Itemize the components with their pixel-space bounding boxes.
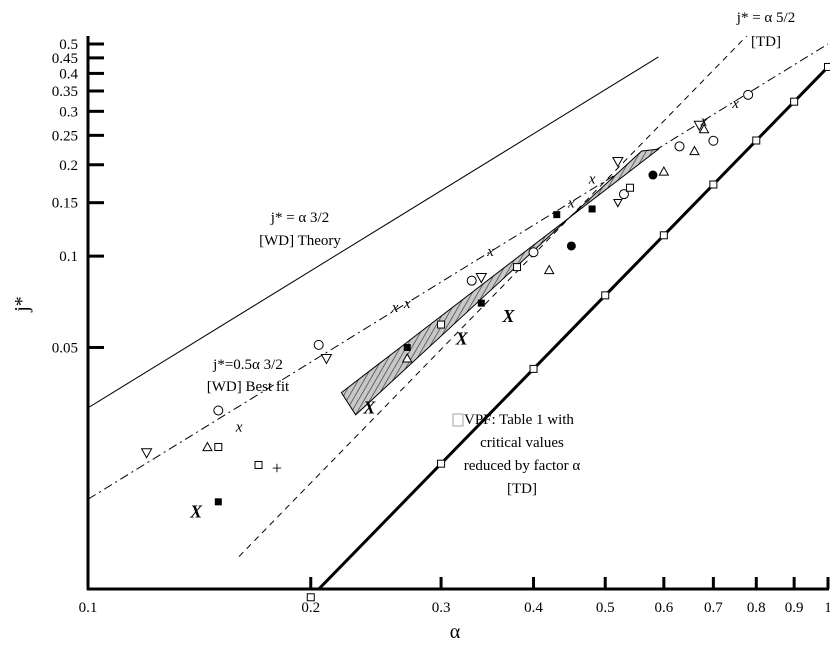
triangle-down-small-point xyxy=(612,198,623,208)
annotation-td-line1: j* = α 5/2 xyxy=(736,10,795,26)
y-tick-label: 0.1 xyxy=(59,249,78,265)
triangle-up-point xyxy=(543,264,555,275)
vpf-line-marker xyxy=(659,231,668,240)
y-axis-label: j* xyxy=(11,296,33,313)
x-tick-label: 0.9 xyxy=(785,600,804,616)
x-small-point: x xyxy=(403,296,411,312)
triangle-up-point xyxy=(401,352,413,363)
triangle-down-point xyxy=(320,353,333,365)
annotation-vpf-line4: [TD] xyxy=(507,481,537,497)
vpf-line-marker xyxy=(437,459,446,468)
y-tick-label: 0.35 xyxy=(52,84,78,100)
x-tick-label: 0.8 xyxy=(747,600,766,616)
annotation-bestfit: j*=0.5α 3/2 [WD] Best fit xyxy=(207,357,290,395)
square-open-point xyxy=(437,320,446,329)
annotation-theory: j* = α 3/2 [WD] Theory xyxy=(259,210,341,249)
x-small-point: x xyxy=(235,419,243,435)
square-filled-point xyxy=(214,498,222,506)
circle-filled-point xyxy=(648,170,658,180)
triangle-down-point xyxy=(140,448,153,459)
triangle-down-point xyxy=(693,120,706,132)
x-small-point: x xyxy=(567,196,575,212)
triangle-down-point xyxy=(611,157,624,168)
circle-open-point xyxy=(708,135,719,146)
circle-open-point xyxy=(674,141,685,152)
annotation-vpf: VPF: Table 1 with critical values reduce… xyxy=(452,412,581,497)
vpf-line-marker xyxy=(824,62,830,71)
vpf-line-marker xyxy=(752,136,761,145)
x-large-point: X xyxy=(455,328,469,348)
vpf-line-marker xyxy=(529,364,538,373)
square-filled-point xyxy=(477,299,485,307)
annotation-vpf-line1: VPF: Table 1 with xyxy=(464,412,574,428)
y-tick-label: 0.3 xyxy=(59,104,78,120)
square-open-point xyxy=(214,442,223,451)
annotation-bestfit-line1: j*=0.5α 3/2 xyxy=(212,357,283,373)
triangle-up-point xyxy=(202,441,213,452)
y-tick-label: 0.25 xyxy=(52,128,78,144)
circle-open-point xyxy=(743,89,754,100)
vpf-line-marker xyxy=(601,291,610,300)
x-tick-label: 0.5 xyxy=(596,600,615,616)
vpf-line-marker xyxy=(790,97,799,106)
square-filled-point xyxy=(588,205,596,213)
theory-line xyxy=(88,56,659,409)
y-tick-label: 0.15 xyxy=(52,196,78,212)
y-tick-label: 0.4 xyxy=(59,66,78,82)
circle-open-point xyxy=(466,275,477,286)
x-small-point: x xyxy=(486,244,494,260)
y-tick-label: 0.45 xyxy=(52,51,78,67)
triangle-up-point xyxy=(689,145,700,156)
triangle-down-point xyxy=(475,273,488,284)
square-open-point xyxy=(513,263,522,272)
square-open-point xyxy=(254,460,263,469)
x-tick-label: 0.4 xyxy=(524,600,543,616)
x-large-point: X xyxy=(501,306,515,326)
x-large-point: X xyxy=(189,502,203,522)
x-tick-label: 0.3 xyxy=(432,600,451,616)
y-tick-label: 0.5 xyxy=(59,37,78,53)
x-tick-label: 0.2 xyxy=(301,600,320,616)
circle-open-point xyxy=(528,247,539,258)
x-tick-label: 1 xyxy=(824,600,830,616)
annotation-td-line2: [TD] xyxy=(751,34,781,50)
plus-point: + xyxy=(272,458,282,478)
x-large-point: X xyxy=(362,397,376,417)
circle-open-point xyxy=(213,405,224,416)
square-open-point xyxy=(625,183,634,192)
annotation-vpf-line2: critical values xyxy=(480,435,564,451)
circle-open-point xyxy=(618,189,629,200)
vpf-line-marker xyxy=(709,180,718,189)
annotation-bestfit-line2: [WD] Best fit xyxy=(207,379,290,395)
annotation-theory-line1: j* = α 3/2 xyxy=(270,210,329,226)
x-axis-label: α xyxy=(450,621,461,643)
hatched-band xyxy=(340,148,661,416)
x-small-point: x xyxy=(700,113,708,129)
triangle-up-point xyxy=(658,165,670,176)
vpf-label-marker-icon xyxy=(452,413,464,427)
vpf-line xyxy=(316,65,828,589)
x-tick-label: 0.6 xyxy=(654,600,673,616)
x-small-point: x xyxy=(731,96,739,112)
x-tick-label: 0.7 xyxy=(704,600,723,616)
square-filled-point xyxy=(403,343,411,351)
square-filled-point xyxy=(553,211,561,219)
x-small-point: x xyxy=(391,300,399,316)
y-tick-label: 0.05 xyxy=(52,340,78,356)
annotation-td: j* = α 5/2 [TD] xyxy=(736,10,795,50)
bestfit-line xyxy=(88,43,828,500)
vpf-line-marker xyxy=(306,593,315,602)
circle-open-point xyxy=(313,339,324,350)
annotation-theory-line2: [WD] Theory xyxy=(259,233,341,249)
y-tick-label: 0.2 xyxy=(59,158,78,174)
x-small-point: x xyxy=(588,172,596,188)
triangle-up-point xyxy=(698,123,710,134)
x-tick-label: 0.1 xyxy=(79,600,98,616)
annotation-vpf-line3: reduced by factor α xyxy=(464,458,581,474)
circle-filled-point xyxy=(566,241,576,251)
